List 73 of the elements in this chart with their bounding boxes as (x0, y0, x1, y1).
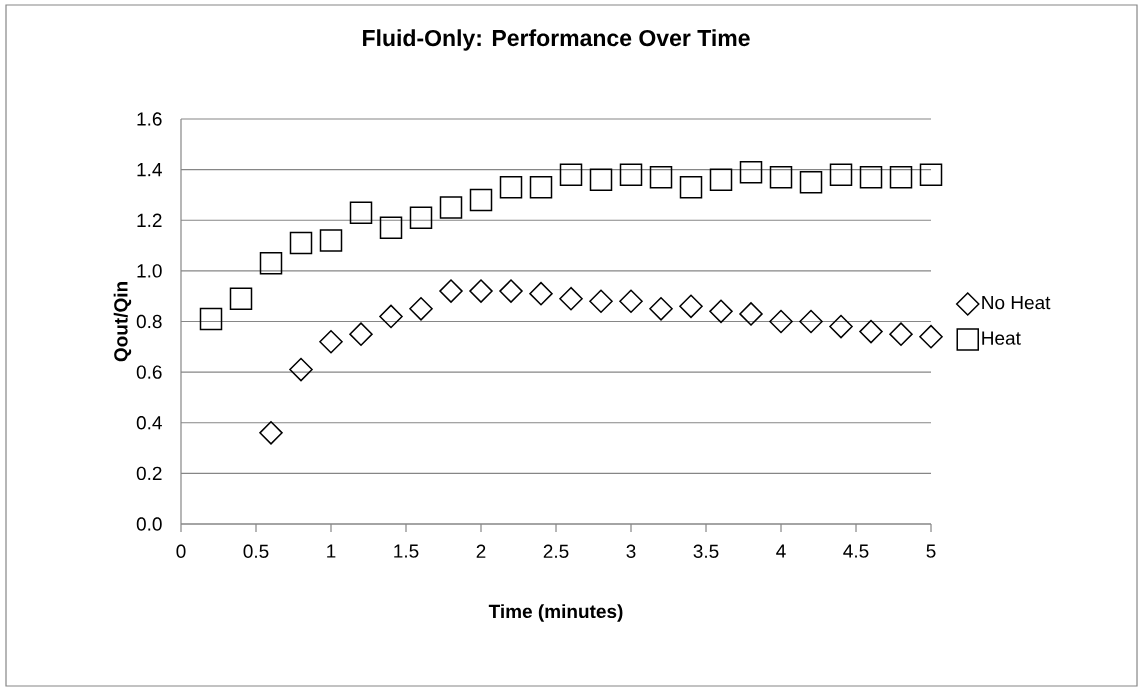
x-tick-label: 4.5 (843, 544, 869, 558)
point (529, 281, 553, 306)
point (889, 165, 913, 189)
x-tick-label: 5 (926, 544, 936, 558)
point (889, 322, 913, 346)
point (649, 297, 673, 321)
point (499, 176, 523, 199)
x-tick-label: 1 (327, 544, 336, 558)
point (859, 165, 883, 189)
point (349, 322, 373, 346)
y-tick-label: 0.4 (136, 416, 162, 430)
point (199, 307, 223, 331)
legend-label: Heat (982, 331, 1021, 345)
point (379, 304, 403, 329)
point (409, 206, 433, 229)
point (679, 176, 703, 199)
point (559, 163, 583, 186)
point (919, 163, 943, 186)
point (379, 216, 403, 240)
point (259, 421, 283, 445)
point (709, 168, 733, 191)
point (829, 163, 853, 186)
point (229, 287, 253, 310)
point (529, 176, 553, 199)
point (589, 168, 613, 191)
point (319, 329, 343, 354)
x-tick-label: 0 (176, 544, 186, 558)
x-tick-label: 2 (476, 544, 486, 558)
point (709, 299, 733, 324)
y-tick-label: 1.4 (137, 163, 162, 177)
point (829, 314, 853, 339)
point (739, 160, 763, 184)
y-tick-label: 1.2 (137, 213, 162, 227)
x-axis-title: Time (minutes) (488, 604, 623, 622)
point (469, 188, 493, 212)
point (589, 289, 613, 314)
chart-title: Fluid-Only: Performance Over Time (363, 29, 750, 51)
point (859, 319, 883, 344)
x-tick-label: 0.5 (243, 544, 269, 558)
x-tick-label: 1.5 (394, 544, 419, 558)
point (799, 171, 823, 194)
point (259, 252, 283, 275)
y-tick-label: 1.6 (137, 112, 162, 126)
point (439, 279, 463, 303)
point (499, 279, 523, 303)
point (469, 279, 493, 303)
point (919, 324, 943, 349)
point (319, 229, 343, 252)
y-tick-label: 0.2 (136, 466, 162, 481)
x-tick-label: 4 (776, 544, 786, 558)
point (799, 309, 823, 334)
x-tick-label: 3 (626, 544, 636, 558)
point (619, 163, 643, 186)
point (409, 297, 433, 321)
point (739, 302, 763, 326)
point (619, 289, 643, 314)
point (439, 196, 463, 219)
point (559, 286, 583, 311)
y-tick-label: 0.6 (136, 365, 162, 379)
x-tick-label: 2.5 (543, 544, 569, 558)
x-tick-label: 3.5 (693, 544, 719, 558)
y-tick-label: 0.8 (136, 314, 162, 329)
point (649, 165, 673, 189)
point (289, 231, 313, 255)
y-axis-title: Qout/Qin (113, 282, 132, 362)
point (679, 294, 703, 319)
legend-label: No Heat (982, 296, 1051, 310)
point (349, 201, 373, 224)
point (769, 309, 793, 334)
y-tick-label: 0.0 (136, 517, 162, 531)
point (769, 165, 793, 189)
y-tick-label: 1.0 (137, 264, 162, 278)
point (289, 357, 313, 382)
